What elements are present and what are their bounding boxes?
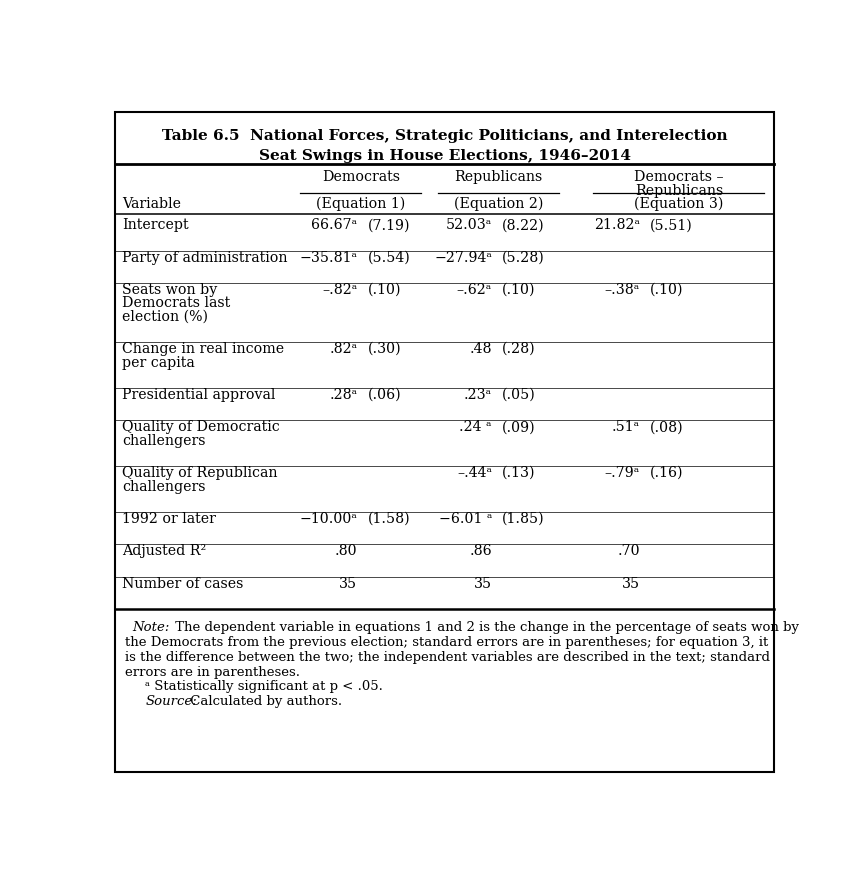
Text: –.44ᵃ: –.44ᵃ: [457, 466, 492, 480]
Text: Quality of Democratic: Quality of Democratic: [122, 420, 279, 434]
Text: Republicans: Republicans: [635, 184, 723, 198]
Text: –.62ᵃ: –.62ᵃ: [457, 283, 492, 297]
Text: (.13): (.13): [502, 466, 536, 480]
Text: .51ᵃ: .51ᵃ: [612, 420, 640, 434]
Text: Adjusted R²: Adjusted R²: [122, 544, 207, 558]
Text: (1.58): (1.58): [367, 512, 410, 526]
Text: Variable: Variable: [122, 197, 181, 211]
Text: 35: 35: [339, 577, 358, 591]
Text: (.09): (.09): [502, 420, 536, 434]
Text: (.10): (.10): [502, 283, 536, 297]
Text: 66.67ᵃ: 66.67ᵃ: [312, 218, 358, 232]
Text: (Equation 1): (Equation 1): [316, 197, 405, 211]
Text: (.30): (.30): [367, 342, 401, 356]
Text: (Equation 3): (Equation 3): [635, 197, 724, 211]
Text: (Equation 2): (Equation 2): [454, 197, 543, 211]
Text: per capita: per capita: [122, 355, 194, 369]
Text: Seats won by: Seats won by: [122, 283, 217, 297]
Text: .86: .86: [470, 544, 492, 558]
Text: (.28): (.28): [502, 342, 536, 356]
Text: (8.22): (8.22): [502, 218, 544, 232]
Text: (5.51): (5.51): [650, 218, 693, 232]
Text: 35: 35: [474, 577, 492, 591]
Text: .80: .80: [335, 544, 358, 558]
Text: –.82ᵃ: –.82ᵃ: [322, 283, 358, 297]
Text: ᵃ Statistically significant at p < .05.: ᵃ Statistically significant at p < .05.: [146, 681, 384, 693]
Text: (.05): (.05): [502, 388, 536, 402]
Text: .70: .70: [617, 544, 640, 558]
Text: challengers: challengers: [122, 434, 206, 448]
Text: Presidential approval: Presidential approval: [122, 388, 275, 402]
Text: election (%): election (%): [122, 310, 208, 324]
Text: Number of cases: Number of cases: [122, 577, 243, 591]
Text: −27.94ᵃ: −27.94ᵃ: [434, 250, 492, 264]
Text: −10.00ᵃ: −10.00ᵃ: [299, 512, 358, 526]
Text: is the difference between the two; the independent variables are described in th: is the difference between the two; the i…: [125, 651, 770, 664]
Text: Democrats last: Democrats last: [122, 297, 230, 311]
Text: Calculated by authors.: Calculated by authors.: [186, 695, 342, 708]
Text: errors are in parentheses.: errors are in parentheses.: [125, 666, 300, 678]
Text: 52.03ᵃ: 52.03ᵃ: [445, 218, 492, 232]
Text: Table 6.5  National Forces, Strategic Politicians, and Interelection: Table 6.5 National Forces, Strategic Pol…: [162, 129, 727, 143]
Text: .48: .48: [470, 342, 492, 356]
Text: .23ᵃ: .23ᵃ: [464, 388, 492, 402]
Text: the Democrats from the previous election; standard errors are in parentheses; fo: the Democrats from the previous election…: [125, 636, 768, 649]
Text: 1992 or later: 1992 or later: [122, 512, 216, 526]
Text: Seat Swings in House Elections, 1946–2014: Seat Swings in House Elections, 1946–201…: [259, 149, 631, 163]
Text: (.10): (.10): [650, 283, 683, 297]
Text: (.10): (.10): [367, 283, 401, 297]
Text: Democrats –: Democrats –: [635, 171, 724, 185]
Text: Quality of Republican: Quality of Republican: [122, 466, 278, 480]
Text: (7.19): (7.19): [367, 218, 410, 232]
Text: Source:: Source:: [146, 695, 197, 708]
Text: Republicans: Republicans: [455, 171, 542, 185]
Text: (.06): (.06): [367, 388, 401, 402]
Text: −6.01 ᵃ: −6.01 ᵃ: [438, 512, 492, 526]
Text: (5.28): (5.28): [502, 250, 545, 264]
Text: (.16): (.16): [650, 466, 683, 480]
Text: .82ᵃ: .82ᵃ: [329, 342, 358, 356]
Text: .24 ᵃ: .24 ᵃ: [459, 420, 492, 434]
Text: (.08): (.08): [650, 420, 684, 434]
Text: The dependent variable in equations 1 and 2 is the change in the percentage of s: The dependent variable in equations 1 an…: [171, 621, 799, 634]
Text: Change in real income: Change in real income: [122, 342, 284, 356]
Text: .28ᵃ: .28ᵃ: [329, 388, 358, 402]
Text: (1.85): (1.85): [502, 512, 544, 526]
Text: –.38ᵃ: –.38ᵃ: [605, 283, 640, 297]
Text: Note:: Note:: [132, 621, 169, 634]
Text: challengers: challengers: [122, 480, 206, 494]
Text: Party of administration: Party of administration: [122, 250, 287, 264]
Text: Intercept: Intercept: [122, 218, 188, 232]
Text: Democrats: Democrats: [322, 171, 400, 185]
Text: 21.82ᵃ: 21.82ᵃ: [594, 218, 640, 232]
Text: −35.81ᵃ: −35.81ᵃ: [299, 250, 358, 264]
Text: 35: 35: [621, 577, 640, 591]
Text: –.79ᵃ: –.79ᵃ: [605, 466, 640, 480]
Text: (5.54): (5.54): [367, 250, 411, 264]
